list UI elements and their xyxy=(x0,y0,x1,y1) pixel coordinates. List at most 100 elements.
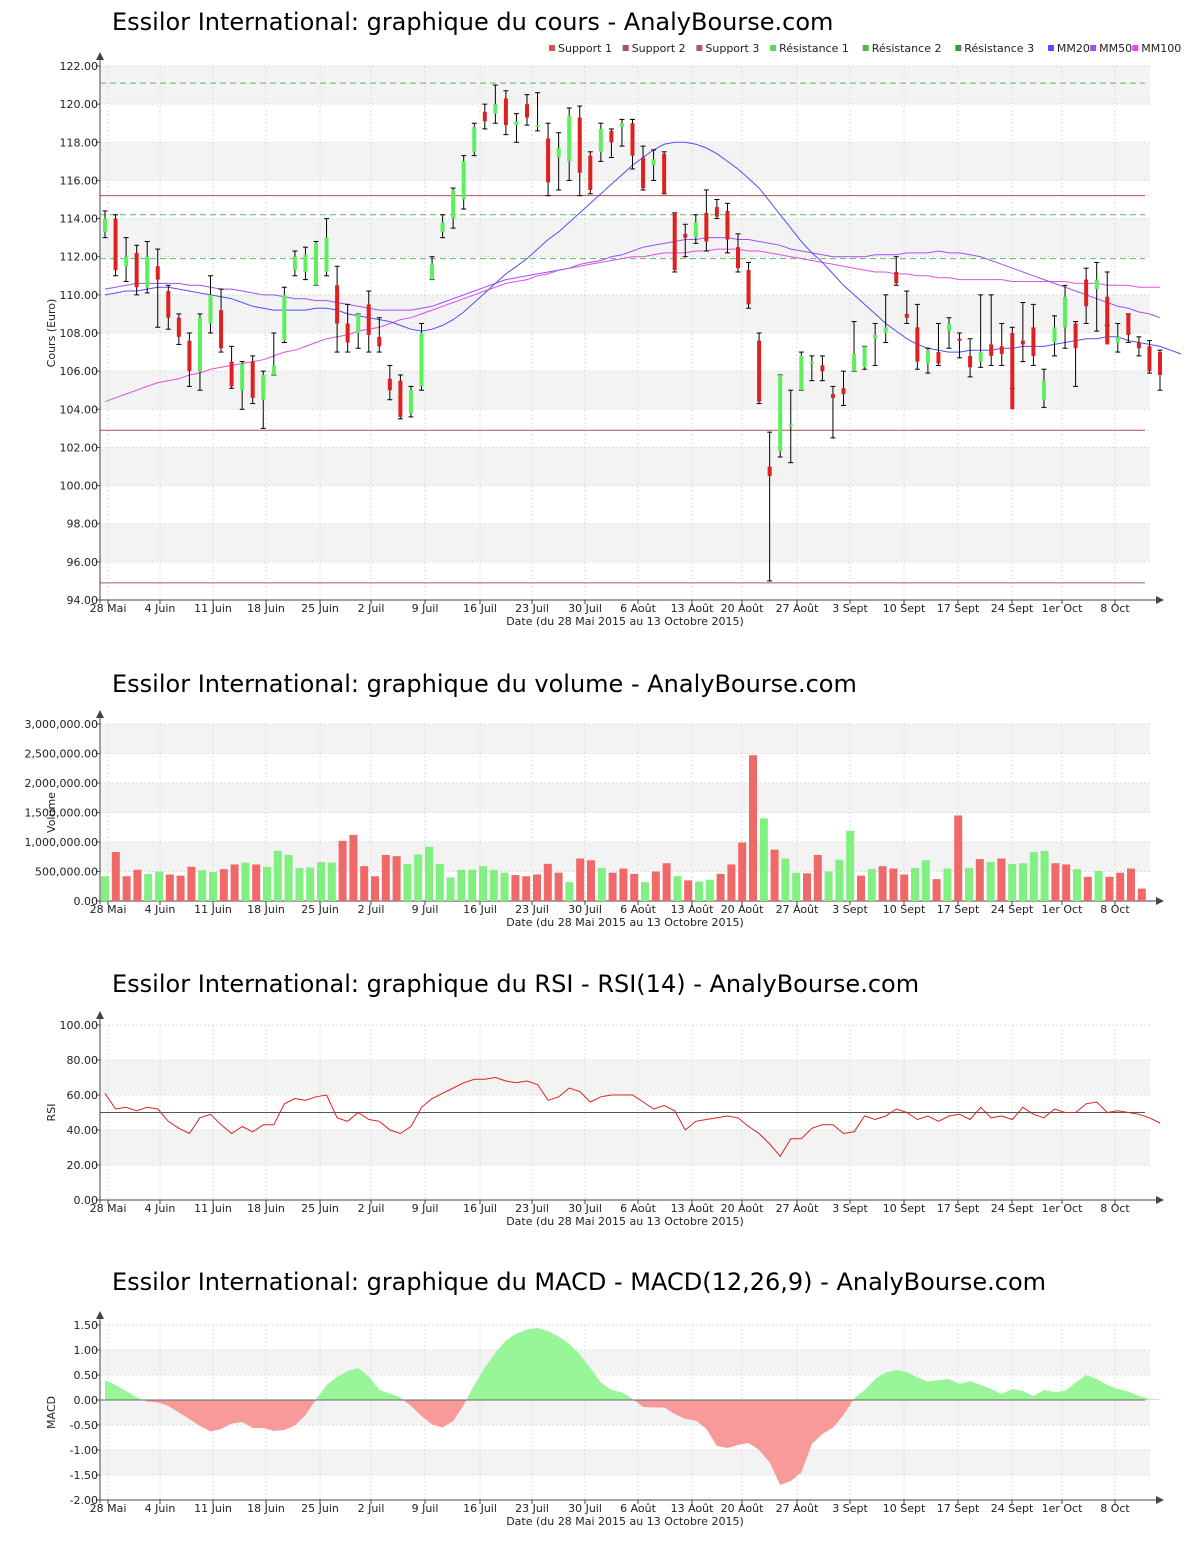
candle xyxy=(767,431,773,582)
y-tick-label: 0.00 xyxy=(74,1394,99,1407)
candle-body xyxy=(683,233,688,238)
rsi-chart: 0.00 20.00 40.00 60.00 80.00 100.00 28 Mai 4 Ju… xyxy=(45,1011,1164,1228)
y-tick-label: 60.00 xyxy=(67,1089,99,1102)
y-tick-label: -1.50 xyxy=(70,1469,98,1482)
x-tick-label: 25 Juin xyxy=(301,903,339,916)
y-tick-label: 104.00 xyxy=(60,403,99,416)
candle xyxy=(1073,321,1079,387)
volume-chart: 0.00 500,000.00 1,000,000.00 1,500,000.00 2,… xyxy=(25,710,1164,929)
candle-body xyxy=(915,327,920,362)
y-tick-label: 1.00 xyxy=(74,1344,99,1357)
x-tick-label: 3 Sept xyxy=(832,602,868,615)
candle-body xyxy=(947,323,951,332)
legend-swatch xyxy=(622,45,629,51)
candle xyxy=(155,248,161,328)
candle xyxy=(925,347,931,374)
volume-bar xyxy=(749,755,757,901)
macd-negative-area xyxy=(403,1400,467,1428)
candle xyxy=(1157,349,1163,391)
x-tick-label: 10 Sept xyxy=(883,602,926,615)
y-tick-label: 94.00 xyxy=(67,594,99,607)
candle xyxy=(651,149,657,181)
x-tick-label: 23 Juil xyxy=(515,903,549,916)
candle xyxy=(1094,261,1100,332)
candle xyxy=(777,374,783,458)
candle xyxy=(1083,267,1089,324)
candle xyxy=(703,189,709,252)
macd-positive-area xyxy=(853,1370,1160,1400)
candle-body xyxy=(1010,333,1015,410)
candle xyxy=(830,385,836,439)
candle-body xyxy=(103,218,107,232)
candle xyxy=(1030,303,1036,366)
x-tick-label: 28 Mai xyxy=(90,1502,127,1515)
x-tick-label: 4 Juin xyxy=(145,903,176,916)
candle xyxy=(535,92,541,132)
candle xyxy=(492,84,498,124)
volume-bar xyxy=(651,871,660,901)
volume-bar xyxy=(511,875,520,901)
volume-bar xyxy=(759,818,768,901)
y-tick-label: 100.00 xyxy=(60,1019,99,1032)
volume-bar xyxy=(1029,852,1038,901)
candle-body xyxy=(1073,323,1078,349)
x-tick-label: 9 Juil xyxy=(412,903,439,916)
y-tick-label: 1,000,000.00 xyxy=(25,836,98,849)
x-tick-label: 8 Oct xyxy=(1100,1202,1130,1215)
grid-band xyxy=(100,724,1150,754)
candle xyxy=(598,122,604,162)
y-tick-label: 116.00 xyxy=(60,174,99,187)
candle-body xyxy=(736,247,740,269)
candle xyxy=(735,233,741,273)
x-tick-label: 30 Juil xyxy=(568,903,602,916)
x-tick-label: 6 Août xyxy=(620,903,657,916)
x-tick-label: 17 Sept xyxy=(937,1202,980,1215)
x-axis-label: Date (du 28 Mai 2015 au 13 Octobre 2015) xyxy=(506,916,744,929)
legend-label: Support 3 xyxy=(705,42,759,55)
volume-bar xyxy=(1137,888,1146,901)
rsi-line xyxy=(104,1076,1161,1158)
candle xyxy=(482,103,488,130)
x-tick-label: 23 Juil xyxy=(515,1202,549,1215)
candle xyxy=(819,355,825,382)
legend-swatch xyxy=(696,45,703,51)
candle xyxy=(355,313,361,349)
volume-bar xyxy=(867,869,876,901)
candle xyxy=(661,151,667,195)
x-axis-arrow xyxy=(1156,1196,1164,1204)
candle xyxy=(376,317,382,353)
candle xyxy=(471,122,477,157)
x-tick-label: 17 Sept xyxy=(937,903,980,916)
volume-bar xyxy=(403,863,412,901)
volume-bar xyxy=(489,869,498,901)
candle xyxy=(904,290,910,324)
volume-bar xyxy=(273,850,282,901)
x-tick-label: 3 Sept xyxy=(832,903,868,916)
candle-body xyxy=(514,121,519,126)
candle xyxy=(872,322,878,366)
y-axis-label: Cours (Euro) xyxy=(45,299,58,368)
candle xyxy=(134,244,140,296)
grid-band xyxy=(100,783,1150,813)
candle xyxy=(1146,340,1152,374)
y-axis-arrow xyxy=(96,1011,104,1019)
candle-body xyxy=(261,374,266,400)
grid-band xyxy=(100,1450,1150,1475)
candle-body xyxy=(1115,336,1120,343)
candle-body xyxy=(672,212,677,271)
candle-body xyxy=(1147,346,1152,372)
candle xyxy=(450,187,456,229)
volume-bar xyxy=(813,854,822,901)
grid-band xyxy=(100,523,1150,562)
candle-body xyxy=(377,336,382,347)
candle xyxy=(113,214,119,277)
candle xyxy=(165,284,171,330)
volume-bar xyxy=(479,866,487,901)
y-tick-label: 98.00 xyxy=(67,518,99,531)
volume-bar xyxy=(252,864,261,901)
macd-positive-area xyxy=(105,1380,144,1400)
candle xyxy=(988,294,994,366)
volume-bar xyxy=(597,867,606,901)
volume-bar xyxy=(792,872,801,901)
candle-body xyxy=(957,338,962,341)
